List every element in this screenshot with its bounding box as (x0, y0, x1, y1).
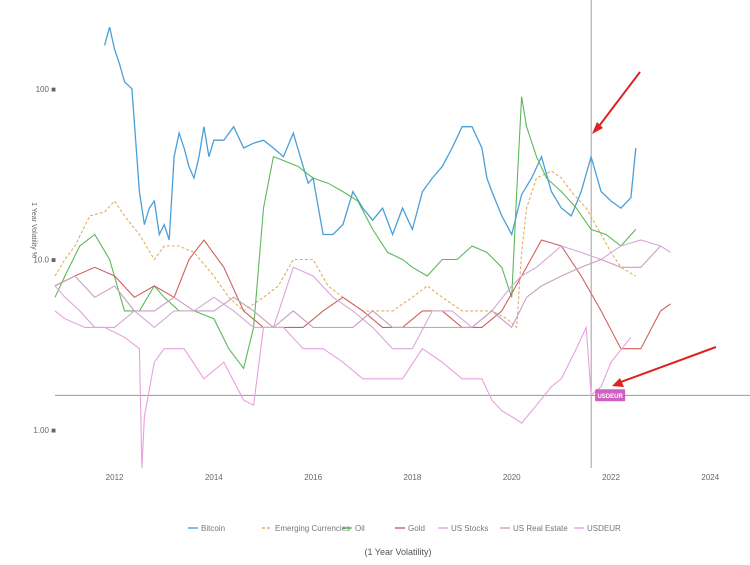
series-line-bitcoin (103, 26, 637, 241)
red-arrow-head (612, 378, 624, 387)
legend-item-bitcoin[interactable]: Bitcoin (201, 524, 225, 533)
series-line-us-real-estate (54, 245, 662, 329)
legend[interactable]: Bitcoin Emerging Currencies Oil Gold US Stoc… (188, 524, 621, 533)
series-line-usdeur (54, 310, 632, 469)
red-arrow-pointer (617, 346, 717, 384)
legend-item-oil[interactable]: Oil (355, 524, 365, 533)
y-axis-title: 1 Year Volatility % (30, 202, 37, 258)
x-tick-label: 2018 (404, 473, 422, 482)
y-tick-label: 10.0 ■ (33, 255, 56, 264)
x-tick-label: 2024 (701, 473, 719, 482)
x-tick-label: 2012 (106, 473, 124, 482)
red-arrow-head (592, 122, 603, 134)
x-tick-label: 2022 (602, 473, 620, 482)
legend-item-us-stocks[interactable]: US Stocks (451, 524, 488, 533)
legend-item-gold[interactable]: Gold (408, 524, 425, 533)
series-line-us-stocks (54, 239, 671, 350)
y-tick-label: 100 ■ (36, 85, 57, 94)
annotations: USDEUR (592, 71, 717, 402)
series-line-oil (54, 96, 637, 370)
series-line-gold (54, 239, 671, 350)
series-layer (54, 26, 671, 469)
x-tick-label: 2014 (205, 473, 223, 482)
red-arrow-pointer (595, 71, 641, 131)
legend-item-usdeur[interactable]: USDEUR (587, 524, 621, 533)
x-tick-label: 2016 (304, 473, 322, 482)
x-tick-label: 2020 (503, 473, 521, 482)
y-tick-label: 1.00 ■ (33, 426, 56, 435)
usdeur-tooltip-label: USDEUR (597, 394, 623, 400)
usdeur-tooltip-badge (595, 389, 626, 402)
series-line-emerging-currencies (54, 170, 637, 329)
legend-item-us-real-estate[interactable]: US Real Estate (513, 524, 568, 533)
legend-item-emerging-currencies[interactable]: Emerging Currencies (275, 524, 350, 533)
x-axis-title: (1 Year Volatility) (364, 547, 431, 557)
